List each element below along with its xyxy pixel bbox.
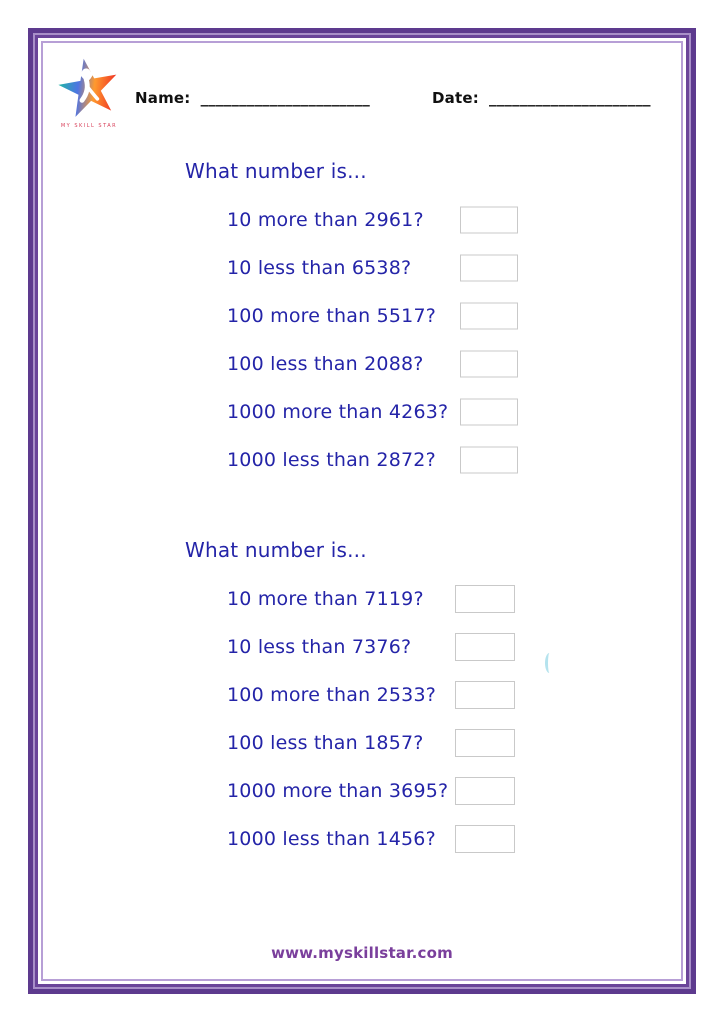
name-blank-line: ______________________ — [200, 89, 370, 107]
date-blank-line: _____________________ — [489, 89, 651, 107]
answer-box[interactable] — [460, 350, 518, 378]
question-text: 10 less than 7376? — [227, 636, 412, 658]
section-heading: What number is... — [185, 159, 367, 183]
question-text: 1000 less than 2872? — [227, 449, 436, 471]
question-row: 10 more than 2961? — [185, 196, 605, 244]
answer-box[interactable] — [455, 825, 515, 853]
answer-box[interactable] — [455, 777, 515, 805]
page-border-frame — [28, 28, 696, 994]
section-heading: What number is... — [185, 538, 367, 562]
question-text: 1000 more than 4263? — [227, 401, 449, 423]
scan-artifact-mark — [545, 653, 554, 673]
answer-box[interactable] — [455, 681, 515, 709]
question-text: 10 less than 6538? — [227, 257, 412, 279]
question-text: 10 more than 7119? — [227, 588, 424, 610]
question-text: 10 more than 2961? — [227, 209, 424, 231]
question-row: 1000 more than 3695? — [185, 767, 605, 815]
logo-caption: MY SKILL STAR — [60, 123, 118, 129]
question-text: 100 less than 1857? — [227, 732, 424, 754]
name-label: Name: — [135, 89, 191, 107]
question-row: 1000 less than 1456? — [185, 815, 605, 863]
date-field: Date: _____________________ — [432, 88, 651, 107]
question-text: 100 more than 5517? — [227, 305, 437, 327]
date-label: Date: — [432, 89, 479, 107]
answer-box[interactable] — [460, 446, 518, 474]
question-row: 10 less than 7376? — [185, 623, 605, 671]
answer-box[interactable] — [460, 398, 518, 426]
question-text: 100 more than 2533? — [227, 684, 437, 706]
answer-box[interactable] — [460, 302, 518, 330]
question-row: 1000 less than 2872? — [185, 436, 605, 484]
answer-box[interactable] — [455, 729, 515, 757]
name-field: Name: ______________________ — [135, 88, 370, 107]
answer-box[interactable] — [455, 633, 515, 661]
question-text: 1000 less than 1456? — [227, 828, 436, 850]
answer-box[interactable] — [460, 254, 518, 282]
question-text: 1000 more than 3695? — [227, 780, 449, 802]
question-row: 100 less than 1857? — [185, 719, 605, 767]
question-row: 10 more than 7119? — [185, 575, 605, 623]
answer-box[interactable] — [455, 585, 515, 613]
question-row: 100 more than 2533? — [185, 671, 605, 719]
star-logo-icon — [58, 58, 117, 117]
question-row: 10 less than 6538? — [185, 244, 605, 292]
answer-box[interactable] — [460, 206, 518, 234]
question-section-1: What number is... 10 more than 2961? 10 … — [185, 159, 605, 484]
question-text: 100 less than 2088? — [227, 353, 424, 375]
question-row: 100 less than 2088? — [185, 340, 605, 388]
question-section-2: What number is... 10 more than 7119? 10 … — [185, 538, 605, 863]
brand-logo: MY SKILL STAR — [50, 54, 128, 129]
question-row: 100 more than 5517? — [185, 292, 605, 340]
website-footer: www.myskillstar.com — [271, 944, 453, 962]
question-row: 1000 more than 4263? — [185, 388, 605, 436]
